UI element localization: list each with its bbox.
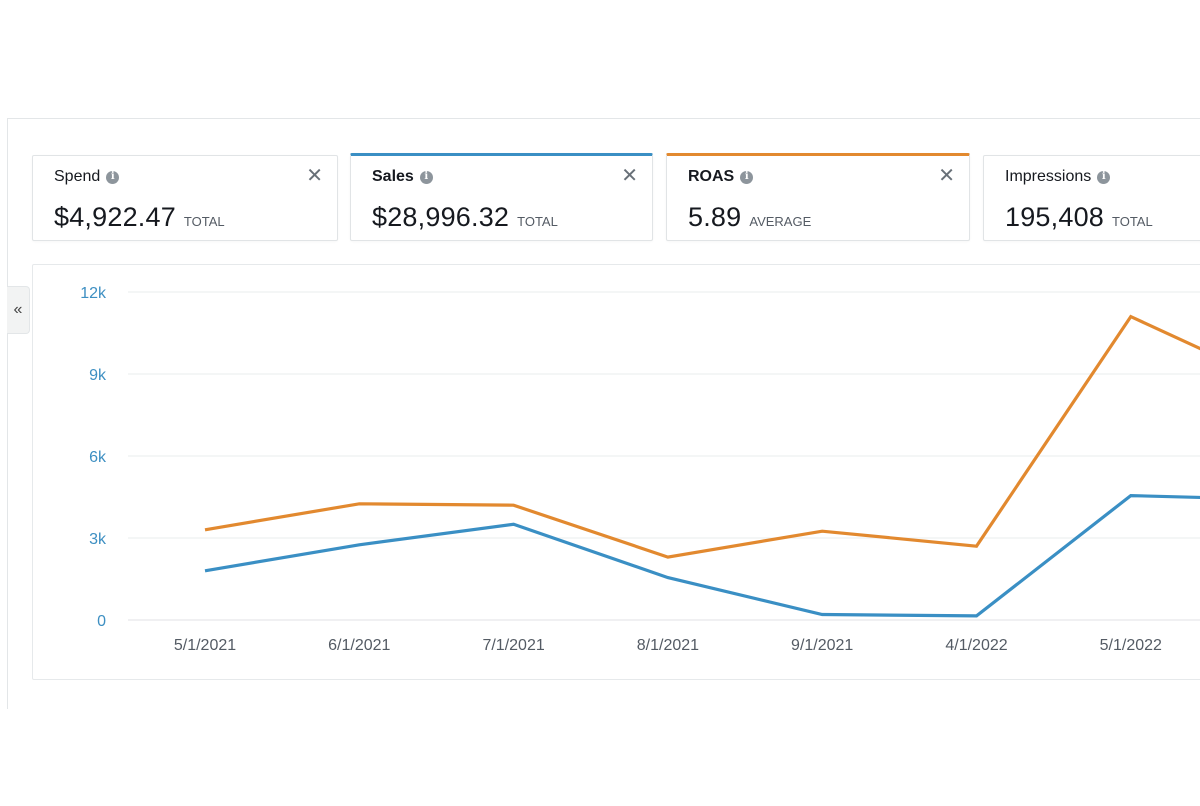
metric-value: 5.89 <box>688 202 742 232</box>
double-chevron-left-icon: « <box>13 301 23 318</box>
metric-unit: TOTAL <box>1112 214 1153 229</box>
metric-card-impressions[interactable]: Impressions i 195,408 TOTAL <box>983 155 1200 241</box>
y-tick-label: 0 <box>97 613 106 630</box>
metric-value-row: 5.89 AVERAGE <box>688 202 811 233</box>
metric-value: $28,996.32 <box>372 202 510 232</box>
info-icon[interactable]: i <box>1097 170 1111 184</box>
info-icon[interactable]: i <box>419 170 433 184</box>
info-icon[interactable]: i <box>740 170 754 184</box>
close-icon[interactable]: ✕ <box>938 165 955 187</box>
series-line-sales <box>204 493 1200 618</box>
metric-card-roas[interactable]: ROAS i ✕ 5.89 AVERAGE <box>666 153 970 241</box>
metric-value-row: $4,922.47 TOTAL <box>54 202 225 233</box>
metric-value: $4,922.47 <box>54 202 176 232</box>
metric-value-row: 195,408 TOTAL <box>1005 202 1153 233</box>
metric-unit: TOTAL <box>517 214 558 229</box>
x-tick-label: 7/1/2021 <box>482 637 544 654</box>
y-tick-label: 12k <box>80 285 107 302</box>
y-tick-label: 3k <box>89 531 107 548</box>
metric-unit: TOTAL <box>183 214 225 229</box>
x-tick-label: 6/1/2021 <box>328 637 390 654</box>
info-icon[interactable]: i <box>106 170 120 184</box>
x-tick-label: 5/1/2022 <box>1100 637 1162 654</box>
y-tick-label: 9k <box>89 367 107 384</box>
metric-unit: AVERAGE <box>749 214 812 229</box>
metric-card-sales[interactable]: Sales i ✕ $28,996.32 TOTAL <box>350 153 653 241</box>
x-tick-label: 9/1/2021 <box>791 637 853 654</box>
metric-card-spend[interactable]: Spend i ✕ $4,922.47 TOTAL <box>32 155 338 241</box>
metric-label: Sales i <box>372 168 433 186</box>
close-icon[interactable]: ✕ <box>306 165 323 187</box>
metric-value: 195,408 <box>1005 202 1104 232</box>
x-tick-label: 8/1/2021 <box>637 637 699 654</box>
metric-label: Impressions i <box>1005 168 1111 186</box>
metric-label: Spend i <box>54 168 120 186</box>
close-icon[interactable]: ✕ <box>621 165 638 187</box>
y-tick-label: 6k <box>89 449 107 466</box>
metric-label: ROAS i <box>688 168 754 186</box>
metric-value-row: $28,996.32 TOTAL <box>372 202 558 233</box>
x-tick-label: 5/1/2021 <box>174 637 236 654</box>
series-line-roas <box>204 314 1200 559</box>
x-tick-label: 4/1/2022 <box>945 637 1007 654</box>
collapse-sidebar-button[interactable]: « <box>7 286 30 334</box>
chart-container <box>32 264 1200 680</box>
